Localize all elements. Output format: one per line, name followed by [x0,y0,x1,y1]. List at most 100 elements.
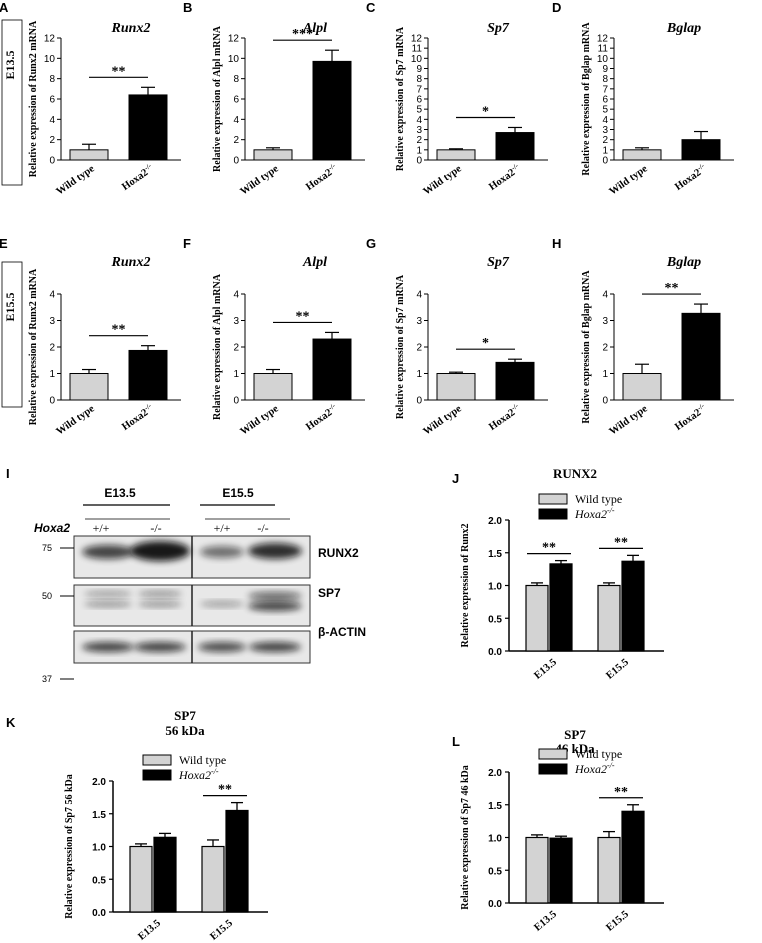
y-tick-label: 1 [602,145,608,156]
y-tick-label: 0 [49,156,55,167]
band [198,642,246,652]
panel-title: Runx2 [111,255,151,270]
panel-letter: J [452,471,459,486]
x-tick-label: Hoxa2-/- [486,401,523,433]
y-tick-label: 4 [602,115,608,126]
panel-title: Sp7 [487,21,510,36]
y-tick-label: 0 [602,396,608,407]
y-tick-label: 2.0 [488,516,502,527]
y-tick-label: 0 [416,156,422,167]
stage-label: E13.5 [104,486,136,500]
row-label-box [1,261,23,408]
panel-letter: E [0,236,8,251]
significance-marker: ** [296,309,310,324]
significance-marker: ** [218,783,232,798]
y-tick-label: 4 [602,290,608,301]
row-label: E13.5 [3,50,17,79]
y-axis-label: Relative expression of Bglap mRNA [581,22,592,176]
mw-marker: 75 [42,543,52,553]
panel-letter: A [0,0,9,15]
x-tick-label: Wild type [238,403,281,437]
x-tick-label: Hoxa2-/- [119,161,156,193]
mw-marker: 37 [42,674,52,684]
y-tick-label: 6 [233,95,239,106]
x-tick-label: Wild type [421,403,464,437]
y-tick-label: 3 [602,125,608,136]
y-tick-label: 0.5 [92,875,106,886]
y-tick-label: 2 [416,135,422,146]
y-tick-label: 11 [598,44,609,55]
y-tick-label: 0 [416,396,422,407]
panel-letter: G [366,236,376,251]
y-tick-label: 6 [49,95,55,106]
mw-marker: 50 [42,591,52,601]
y-tick-label: 9 [416,64,422,75]
bar [128,94,168,161]
y-axis-label: Relative expression of Sp7 56 kDa [64,774,75,919]
x-tick-label: Hoxa2-/- [303,161,340,193]
legend-swatch-hoxa2 [538,508,568,520]
y-tick-label: 5 [602,105,608,116]
band [84,591,132,597]
y-axis-label: Relative expression of Sp7 mRNA [395,26,406,171]
y-tick-label: 1 [233,369,239,380]
bar [549,837,573,904]
y-tick-label: 8 [602,74,608,85]
y-axis-label: Relative expression of Sp7 mRNA [395,274,406,419]
y-tick-label: 3 [49,316,55,327]
band [200,546,244,558]
significance-marker: ** [112,323,126,338]
x-tick-label: Wild type [238,163,281,197]
bar [597,584,621,652]
significance-marker: ** [542,541,556,556]
panel-letter: H [552,236,561,251]
legend-label: Hoxa2-/- [574,761,615,776]
significance-marker: ** [112,64,126,79]
y-tick-label: 10 [411,54,423,65]
y-tick-label: 0.0 [488,647,502,658]
y-tick-label: 8 [233,74,239,85]
y-tick-label: 2 [233,135,239,146]
panel-letter: F [183,236,191,251]
band [248,601,302,611]
y-tick-label: 0 [233,396,239,407]
bar [681,312,721,401]
y-axis-label: Relative expression of Alpl mRNA [212,273,223,420]
y-tick-label: 1 [416,369,422,380]
chart-title: SP7 [564,727,586,742]
legend-label: Wild type [179,753,226,767]
y-tick-label: 6 [602,95,608,106]
y-axis-label: Relative expression of Runx2 mRNA [28,20,39,177]
y-tick-label: 1.5 [488,549,502,560]
y-tick-label: 2.0 [92,777,106,788]
band [134,642,186,652]
row-label-box [1,19,23,186]
y-tick-label: 8 [49,74,55,85]
y-tick-label: 0 [49,396,55,407]
panel-title: Alpl [302,21,327,36]
bar [436,373,476,401]
x-tick-label: Hoxa2-/- [303,401,340,433]
x-tick-label: Wild type [607,163,650,197]
y-tick-label: 2 [233,343,239,354]
bar [681,139,721,161]
y-tick-label: 4 [233,115,239,126]
y-tick-label: 3 [602,316,608,327]
y-tick-label: 3 [416,316,422,327]
bar [69,149,109,161]
row-label: E15.5 [3,292,17,321]
y-tick-label: 0.0 [488,899,502,910]
band [138,591,182,597]
genotype-label: -/- [257,521,268,535]
panel-title: Alpl [302,255,327,270]
y-tick-label: 6 [416,95,422,106]
bar [129,845,153,913]
y-tick-label: 10 [44,54,56,65]
y-tick-label: 2 [416,343,422,354]
x-tick-label: E15.5 [208,918,235,943]
bar [622,373,662,401]
genotype-label: +/+ [214,521,231,535]
y-tick-label: 1.0 [488,834,502,845]
y-tick-label: 4 [49,290,55,301]
protein-label: RUNX2 [318,546,359,560]
